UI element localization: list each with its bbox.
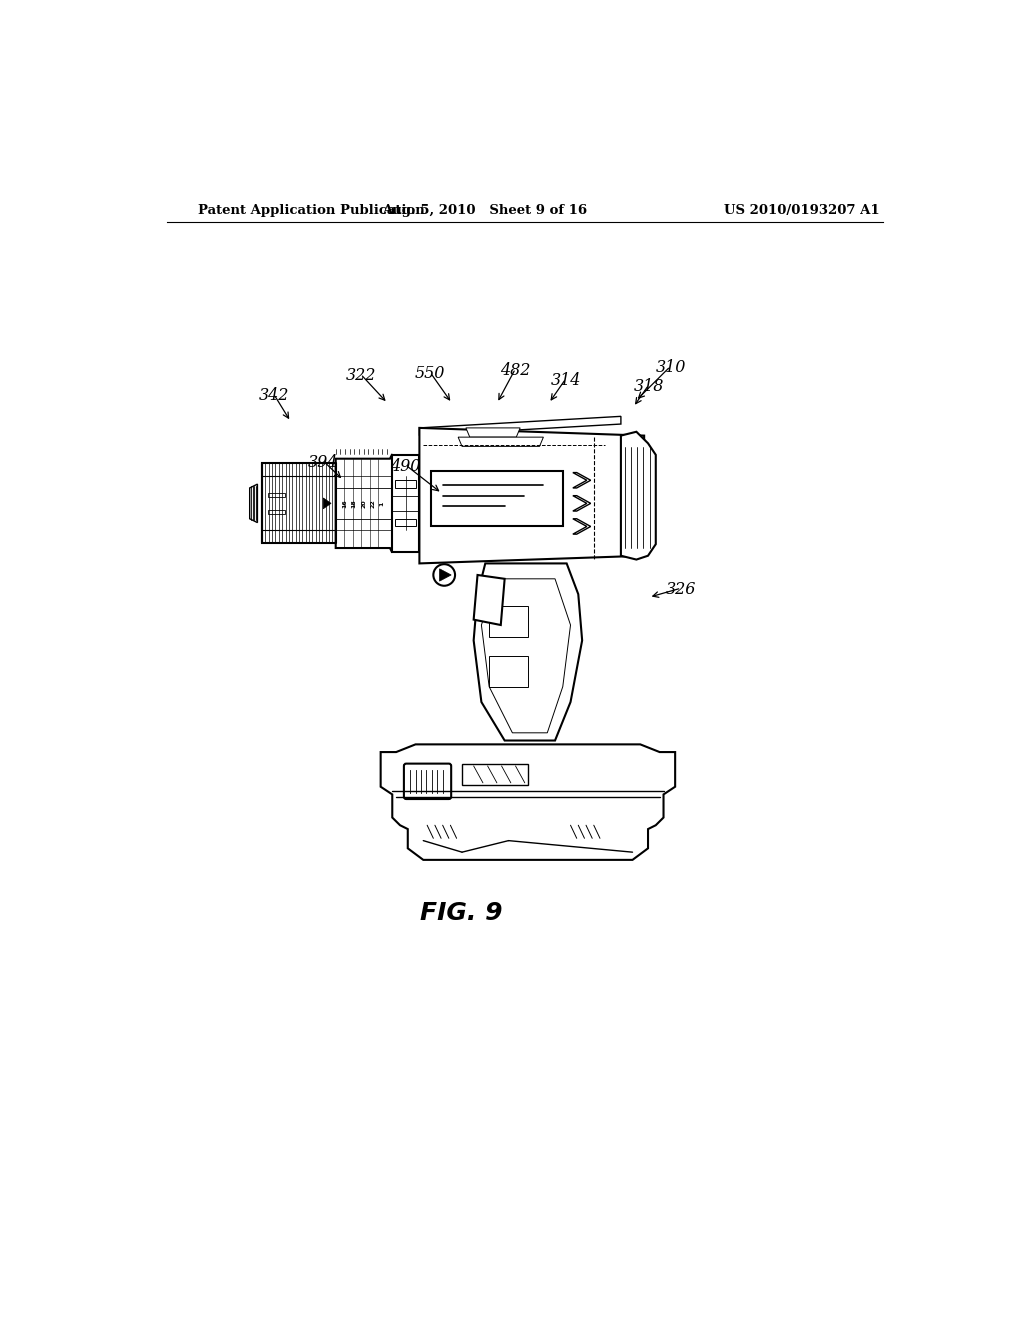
Text: 394: 394 [308, 454, 339, 471]
Text: 16: 16 [342, 499, 347, 508]
Polygon shape [420, 416, 621, 436]
Text: 1: 1 [380, 502, 385, 506]
Polygon shape [572, 519, 591, 535]
Polygon shape [381, 744, 675, 859]
Polygon shape [572, 496, 591, 511]
Text: 22: 22 [371, 499, 376, 508]
Polygon shape [250, 484, 257, 523]
Text: 550: 550 [415, 366, 445, 383]
Text: 318: 318 [634, 378, 664, 395]
Text: 326: 326 [667, 581, 696, 598]
Text: 20: 20 [361, 499, 367, 508]
Polygon shape [621, 432, 655, 560]
Circle shape [433, 564, 455, 586]
Polygon shape [268, 510, 286, 515]
Polygon shape [474, 576, 505, 626]
Polygon shape [392, 455, 420, 552]
Text: 482: 482 [501, 362, 530, 379]
Text: FIG. 9: FIG. 9 [420, 902, 503, 925]
Text: 342: 342 [258, 387, 289, 404]
Polygon shape [324, 498, 331, 508]
Polygon shape [268, 492, 286, 498]
Text: US 2010/0193207 A1: US 2010/0193207 A1 [724, 205, 880, 218]
Text: Aug. 5, 2010   Sheet 9 of 16: Aug. 5, 2010 Sheet 9 of 16 [382, 205, 587, 218]
Text: 490: 490 [390, 458, 421, 475]
Polygon shape [572, 473, 591, 488]
Text: 322: 322 [345, 367, 376, 384]
Text: Patent Application Publication: Patent Application Publication [198, 205, 425, 218]
Polygon shape [474, 564, 583, 741]
Polygon shape [336, 454, 392, 553]
Polygon shape [439, 569, 452, 581]
Text: 18: 18 [352, 499, 356, 508]
Text: 310: 310 [655, 359, 686, 376]
Polygon shape [395, 480, 417, 488]
Polygon shape [395, 519, 417, 527]
Text: 314: 314 [551, 372, 581, 388]
Polygon shape [466, 428, 520, 437]
Polygon shape [458, 437, 544, 446]
FancyBboxPatch shape [403, 763, 452, 799]
Polygon shape [431, 471, 563, 527]
Polygon shape [262, 463, 336, 544]
Polygon shape [420, 428, 644, 564]
